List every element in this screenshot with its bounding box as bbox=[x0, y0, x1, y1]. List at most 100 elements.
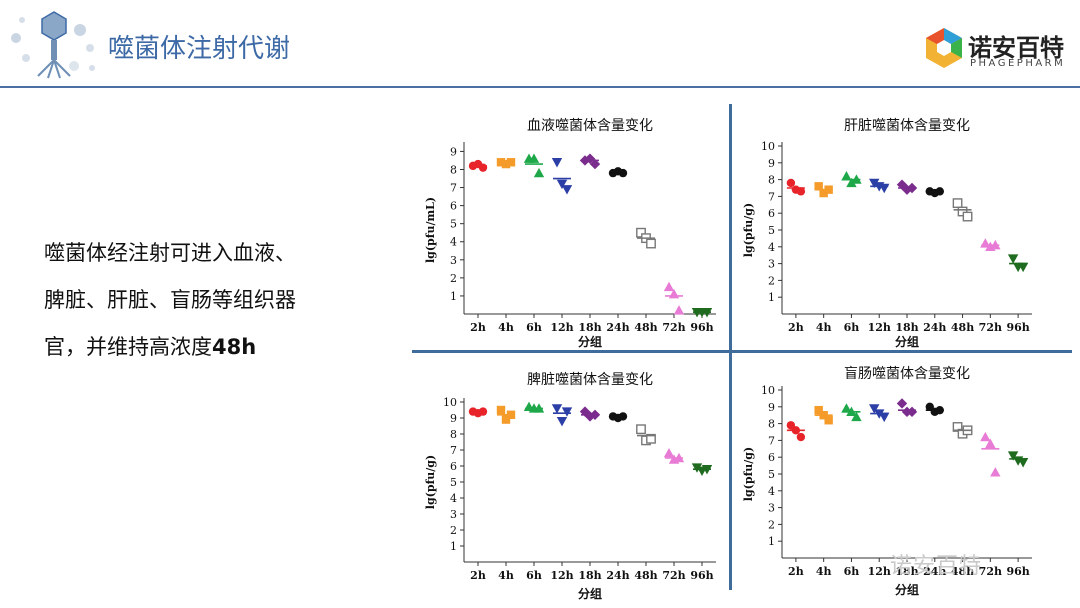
data-point bbox=[501, 415, 511, 424]
y-tick-label: 1 bbox=[450, 540, 457, 553]
data-point bbox=[990, 467, 1001, 477]
data-point bbox=[896, 179, 908, 190]
y-tick-label: 10 bbox=[443, 396, 457, 409]
y-tick-label: 6 bbox=[450, 200, 457, 213]
series-group bbox=[869, 178, 890, 194]
x-tick-label: 4h bbox=[498, 321, 514, 334]
phage-logo-icon bbox=[11, 11, 95, 79]
x-tick-label: 6h bbox=[526, 321, 542, 334]
quadrant-divider-vertical bbox=[729, 104, 732, 590]
x-tick-label: 12h bbox=[868, 321, 891, 334]
data-point bbox=[896, 398, 908, 409]
data-point bbox=[551, 404, 563, 414]
data-point bbox=[646, 238, 656, 249]
data-point bbox=[528, 153, 540, 163]
data-point bbox=[952, 198, 963, 209]
data-point bbox=[533, 167, 545, 178]
y-tick-label: 4 bbox=[768, 485, 775, 498]
data-point bbox=[551, 158, 563, 168]
data-point bbox=[589, 158, 601, 170]
y-tick-label: 2 bbox=[768, 274, 775, 287]
series-group bbox=[663, 281, 685, 315]
data-point bbox=[556, 417, 568, 427]
series-group bbox=[896, 398, 918, 418]
summary-line-1: 噬菌体经注射可进入血液、 bbox=[44, 241, 296, 265]
data-point bbox=[1017, 458, 1029, 468]
series-group bbox=[786, 178, 806, 196]
x-tick-label: 48h bbox=[951, 321, 974, 334]
x-tick-label: 96h bbox=[1006, 565, 1029, 578]
x-tick-label: 24h bbox=[923, 565, 946, 578]
y-tick-label: 8 bbox=[768, 174, 775, 187]
summary-text: 噬菌体经注射可进入血液、 脾脏、肝脏、盲肠等组织器 官，并维持高浓度48h bbox=[44, 230, 384, 371]
y-tick-label: 8 bbox=[768, 418, 775, 431]
brand-logo-icon bbox=[926, 28, 962, 68]
chart-title: 脾脏噬菌体含量变化 bbox=[527, 372, 653, 388]
data-point bbox=[786, 178, 796, 188]
summary-line-3-bold: 48h bbox=[212, 335, 257, 359]
series-group bbox=[841, 403, 862, 422]
x-tick-label: 24h bbox=[606, 569, 629, 582]
chart-title: 血液噬菌体含量变化 bbox=[527, 118, 653, 134]
data-point bbox=[673, 305, 685, 315]
x-tick-label: 4h bbox=[498, 569, 514, 582]
x-tick-label: 12h bbox=[868, 565, 891, 578]
data-point bbox=[957, 206, 968, 217]
y-tick-label: 9 bbox=[768, 157, 775, 170]
series-group bbox=[579, 153, 601, 170]
data-point bbox=[1007, 451, 1019, 461]
data-point bbox=[663, 281, 675, 292]
series-group bbox=[468, 407, 488, 418]
series-group bbox=[496, 405, 516, 424]
data-point bbox=[819, 188, 828, 198]
data-point bbox=[841, 171, 852, 181]
series-group bbox=[691, 463, 713, 476]
header-divider bbox=[0, 86, 1080, 88]
x-tick-label: 96h bbox=[690, 569, 713, 582]
x-tick-label: 6h bbox=[526, 569, 542, 582]
x-tick-label: 4h bbox=[816, 321, 832, 334]
x-tick-label: 72h bbox=[979, 321, 1002, 334]
y-tick-label: 7 bbox=[450, 444, 457, 457]
watermark: 诺安百特 bbox=[890, 554, 983, 579]
series-group bbox=[925, 402, 944, 417]
summary-line-3: 官，并维持高浓度48h bbox=[44, 324, 384, 371]
data-point bbox=[846, 177, 857, 188]
data-point bbox=[814, 405, 823, 415]
data-point bbox=[879, 412, 890, 423]
data-point bbox=[561, 185, 573, 195]
data-point bbox=[501, 159, 511, 169]
x-tick-label: 12h bbox=[550, 321, 573, 334]
data-point bbox=[478, 163, 488, 172]
series-group bbox=[636, 227, 656, 249]
chart-title: 肝脏噬菌体含量变化 bbox=[844, 118, 970, 134]
y-axis-label: lg(pfu/g) bbox=[742, 447, 755, 501]
y-tick-label: 7 bbox=[450, 182, 457, 195]
data-point bbox=[636, 424, 646, 435]
series-group bbox=[896, 179, 918, 195]
y-tick-label: 6 bbox=[768, 451, 775, 464]
x-tick-label: 2h bbox=[470, 569, 486, 582]
y-tick-label: 4 bbox=[768, 241, 775, 254]
data-point bbox=[1017, 262, 1029, 273]
series-group bbox=[663, 448, 685, 464]
chart-title: 盲肠噬菌体含量变化 bbox=[844, 365, 970, 382]
data-point bbox=[824, 416, 833, 425]
x-tick-label: 96h bbox=[1006, 321, 1029, 334]
chart-blood: 血液噬菌体含量变化 1 2 3 4 5 6 7 8 9 lg(pfu/mL) 2h 4h 6h 12h 18h… bbox=[424, 118, 716, 349]
data-point bbox=[691, 463, 703, 473]
y-tick-label: 7 bbox=[768, 190, 775, 203]
x-tick-label: 96h bbox=[690, 321, 713, 334]
x-tick-label: 18h bbox=[895, 565, 918, 578]
x-axis-label: 分组 bbox=[895, 582, 919, 597]
series-group bbox=[468, 159, 488, 172]
series-group bbox=[841, 171, 862, 188]
series-group bbox=[523, 401, 545, 413]
data-point bbox=[1007, 254, 1019, 264]
y-tick-label: 1 bbox=[450, 290, 457, 303]
y-tick-label: 3 bbox=[768, 258, 775, 271]
data-point bbox=[952, 422, 963, 432]
data-point bbox=[561, 407, 573, 417]
brand-name-en: PHAGEPHARM bbox=[970, 58, 1066, 69]
x-tick-label: 18h bbox=[578, 321, 601, 334]
